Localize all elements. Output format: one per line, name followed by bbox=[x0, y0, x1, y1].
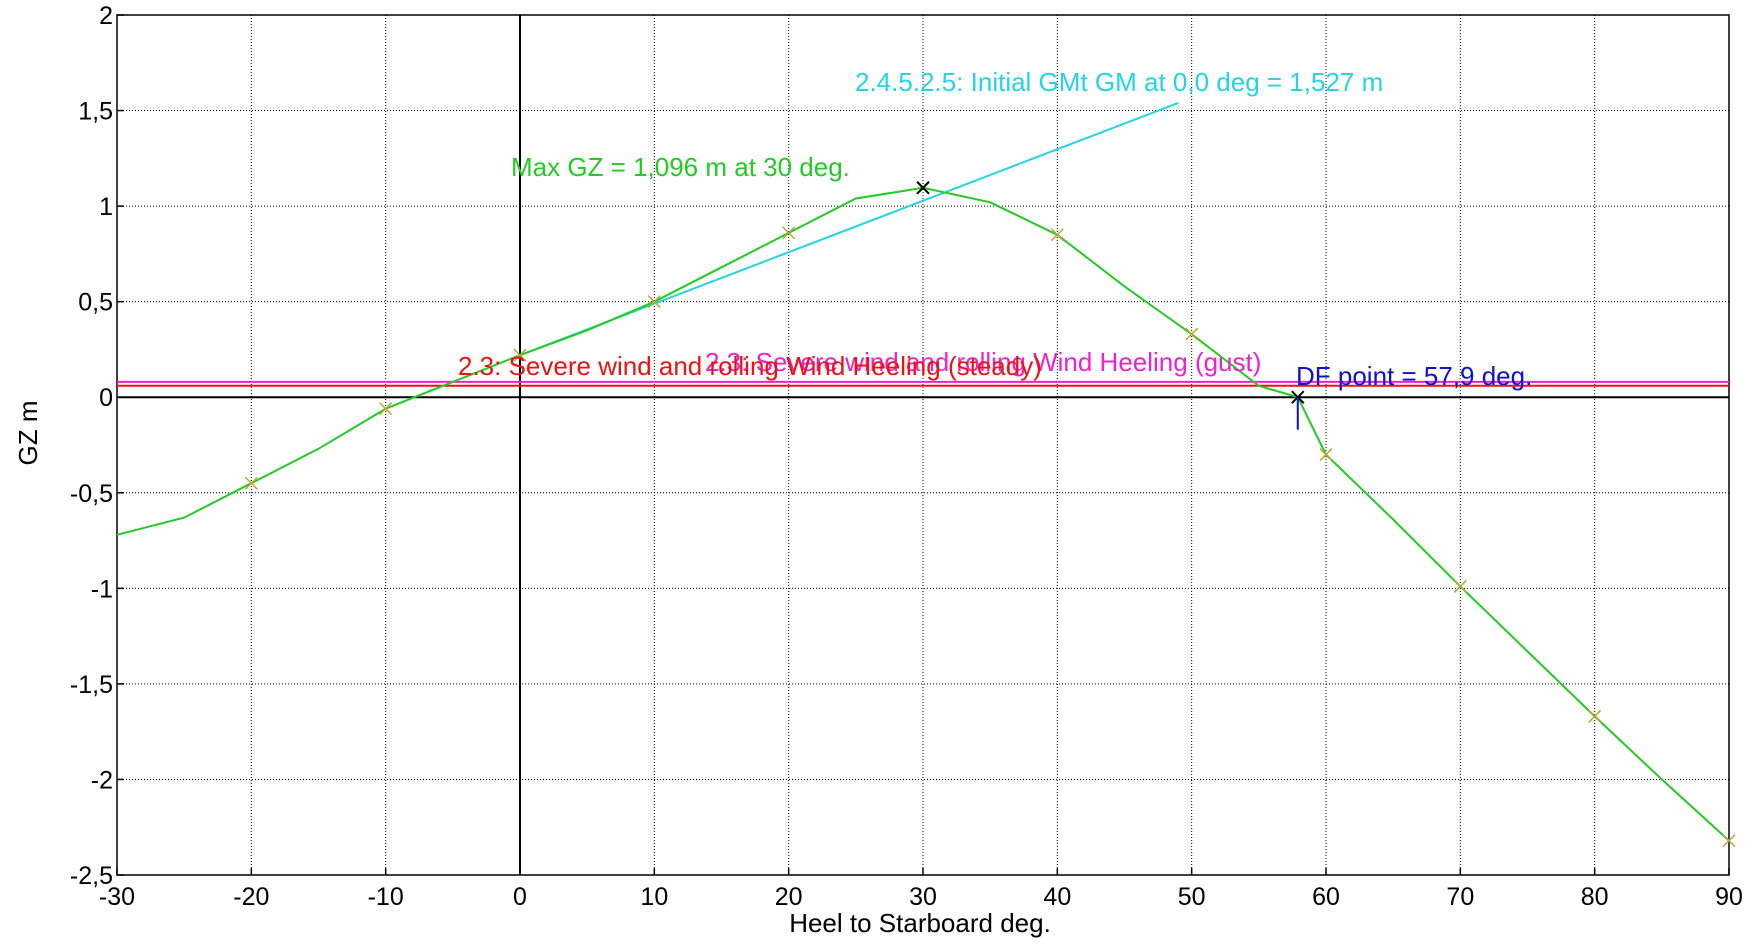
y-tick-label: 0,5 bbox=[78, 289, 113, 317]
series-layer bbox=[116, 101, 1736, 848]
x-tick-label: 50 bbox=[1178, 883, 1206, 911]
annotations: 2.4.5.2.5: Initial GMt GM at 0,0 deg = 1… bbox=[458, 67, 1532, 391]
data-point-marker bbox=[1319, 448, 1333, 462]
key-point-marker bbox=[916, 181, 930, 195]
data-point-marker bbox=[513, 348, 527, 362]
x-tick-label: 30 bbox=[909, 883, 937, 911]
x-tick-label: 60 bbox=[1312, 883, 1340, 911]
data-point-marker bbox=[647, 295, 661, 309]
data-point-marker bbox=[1722, 834, 1736, 848]
data-point-marker bbox=[1453, 579, 1467, 593]
x-axis-label: Heel to Starboard deg. bbox=[789, 908, 1051, 938]
data-point-marker bbox=[1050, 228, 1064, 242]
grid bbox=[116, 14, 1730, 876]
x-tick-label: -30 bbox=[99, 883, 135, 911]
heeling-steady-label: 2.3: Severe wind and rolling Wind Heelin… bbox=[458, 351, 1042, 381]
df-point-label: DF point = 57,9 deg. bbox=[1296, 361, 1532, 391]
axes bbox=[116, 14, 1730, 876]
max-gz-label: Max GZ = 1,096 m at 30 deg. bbox=[511, 152, 850, 182]
data-point-marker bbox=[244, 476, 258, 490]
key-point-marker bbox=[1291, 390, 1305, 404]
x-tick-label: 10 bbox=[640, 883, 668, 911]
x-tick-label: 0 bbox=[513, 883, 527, 911]
x-tick-label: -20 bbox=[233, 883, 269, 911]
data-point-marker bbox=[379, 402, 393, 416]
y-tick-label: 0 bbox=[99, 384, 113, 412]
y-tick-label: 2 bbox=[99, 2, 113, 30]
data-point-marker bbox=[782, 226, 796, 240]
y-tick-label: -2 bbox=[91, 766, 113, 794]
initial-gm-label: 2.4.5.2.5: Initial GMt GM at 0,0 deg = 1… bbox=[855, 67, 1383, 97]
x-tick-label: 40 bbox=[1043, 883, 1071, 911]
data-point-marker bbox=[1185, 327, 1199, 341]
x-tick-label: -10 bbox=[368, 883, 404, 911]
y-tick-label: -2,5 bbox=[70, 862, 113, 890]
gz-curve bbox=[116, 186, 1730, 842]
data-point-marker bbox=[1588, 709, 1602, 723]
x-tick-label: 70 bbox=[1446, 883, 1474, 911]
y-tick-label: -1,5 bbox=[70, 671, 113, 699]
y-tick-label: -0,5 bbox=[70, 480, 113, 508]
x-tick-label: 20 bbox=[775, 883, 803, 911]
x-tick-label: 80 bbox=[1581, 883, 1609, 911]
heeling-gust-label: 2.3: Severe wind and rolling Wind Heelin… bbox=[705, 347, 1261, 377]
tick-labels: -30 -20 -10 0 10 20 30 40 50 60 70 80 90 2 1,5 1 0,5 0 -0,… bbox=[70, 2, 1743, 911]
y-tick-label: 1,5 bbox=[78, 98, 113, 126]
y-axis-label: GZ m bbox=[13, 401, 43, 466]
x-tick-label: 90 bbox=[1715, 883, 1743, 911]
y-tick-label: -1 bbox=[91, 575, 113, 603]
y-tick-label: 1 bbox=[99, 193, 113, 221]
